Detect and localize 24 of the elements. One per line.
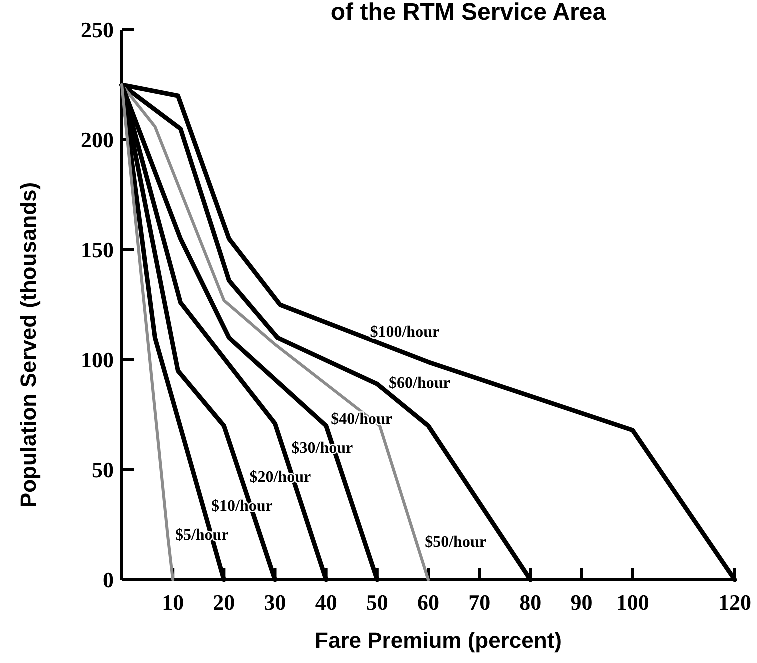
series-label: $100/hour xyxy=(370,324,440,341)
y-tick-label: 200 xyxy=(81,128,114,153)
x-tick-label: 90 xyxy=(570,590,593,615)
x-tick-label: 10 xyxy=(162,590,184,615)
x-tick-label: 20 xyxy=(213,590,236,615)
y-axis-title: Population Served (thousands) xyxy=(16,182,41,508)
y-tick-label: 100 xyxy=(81,348,114,373)
x-tick-label: 30 xyxy=(264,590,286,615)
x-tick-label: 120 xyxy=(718,590,752,615)
y-tick-label: 150 xyxy=(81,238,114,263)
x-tick-label: 40 xyxy=(315,590,338,615)
x-tick-label: 80 xyxy=(520,590,542,615)
x-tick-label: 100 xyxy=(616,590,650,615)
y-tick-label: 50 xyxy=(92,458,114,483)
x-axis-title: Fare Premium (percent) xyxy=(315,628,562,653)
x-tick-label: 60 xyxy=(418,590,440,615)
x-tick-label: 50 xyxy=(366,590,388,615)
y-tick-label: 0 xyxy=(103,568,114,593)
series-label: $40/hour xyxy=(331,411,392,428)
x-tick-label: 70 xyxy=(468,590,491,615)
series-label: $50/hour xyxy=(425,534,486,551)
y-tick-label: 250 xyxy=(81,18,114,43)
chart-title: of the RTM Service Area xyxy=(330,0,607,26)
series-label: $60/hour xyxy=(389,375,450,392)
